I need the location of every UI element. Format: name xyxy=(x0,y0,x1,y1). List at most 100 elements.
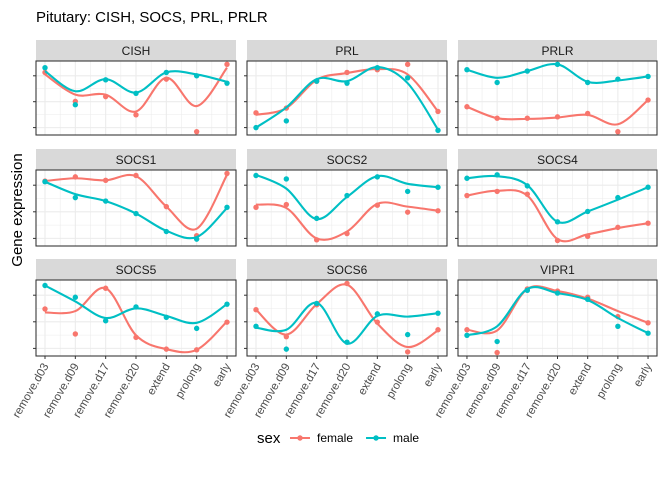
data-point-female xyxy=(524,191,531,197)
facet-strip-label: SOCS5 xyxy=(116,263,157,277)
data-point-male xyxy=(253,172,259,179)
data-point-female xyxy=(344,280,350,287)
data-point-male xyxy=(313,215,320,222)
data-point-female xyxy=(133,112,139,118)
data-point-male xyxy=(374,311,381,317)
data-point-female xyxy=(163,346,170,352)
data-point-female xyxy=(253,204,259,211)
data-point-female xyxy=(102,177,109,184)
data-point-male xyxy=(494,172,500,178)
facet-strip-label: SOCS2 xyxy=(327,153,368,167)
facet-strip xyxy=(36,259,236,280)
data-point-male xyxy=(224,301,230,307)
facet-strip xyxy=(458,259,657,280)
data-point-female xyxy=(102,285,109,291)
data-point-female xyxy=(313,237,320,243)
data-point-male xyxy=(224,80,230,86)
data-point-female xyxy=(645,220,651,226)
data-point-female xyxy=(404,209,411,215)
data-point-female xyxy=(344,69,350,76)
data-point-male xyxy=(283,346,290,352)
data-point-female xyxy=(224,319,230,325)
data-point-female xyxy=(72,174,79,180)
data-point-female xyxy=(283,333,290,340)
data-point-female xyxy=(494,188,500,195)
data-point-female xyxy=(283,201,290,208)
data-point-male xyxy=(554,290,561,296)
facet-strip-label: SOCS1 xyxy=(116,153,157,167)
data-point-male xyxy=(615,76,621,82)
data-point-male xyxy=(193,73,200,79)
data-point-female xyxy=(615,128,621,135)
data-point-female xyxy=(435,327,441,333)
data-point-female xyxy=(193,347,200,353)
data-point-male xyxy=(72,194,79,201)
x-tick-label: early xyxy=(632,361,655,389)
x-tick-label: extend xyxy=(356,362,384,398)
data-point-male xyxy=(404,331,411,338)
data-point-female xyxy=(524,115,531,121)
facet-strip xyxy=(36,149,236,170)
facet-strip xyxy=(36,40,236,61)
data-point-male xyxy=(404,75,411,81)
data-point-male xyxy=(283,118,290,124)
data-point-female xyxy=(435,108,441,115)
x-tick-label: early xyxy=(211,361,234,389)
data-point-male xyxy=(42,179,48,185)
data-point-female xyxy=(224,170,230,177)
data-point-male xyxy=(584,208,591,215)
data-point-female xyxy=(464,192,470,199)
x-tick-label: early xyxy=(422,361,445,389)
data-point-female xyxy=(163,203,170,210)
data-point-male xyxy=(344,339,350,345)
data-point-female xyxy=(464,327,470,333)
facet-socs4: SOCS4 xyxy=(455,149,658,247)
data-point-male xyxy=(524,68,531,74)
legend-label-female: female xyxy=(317,431,353,445)
x-tick-label: extend xyxy=(567,362,595,398)
facet-strip xyxy=(247,40,447,61)
data-point-male xyxy=(102,198,109,204)
facet-socs6: SOCS6remove.d03remove.d09remove.d17remov… xyxy=(222,259,448,420)
facet-socs5: SOCS5remove.d03remove.d09remove.d17remov… xyxy=(11,259,237,420)
x-tick-label: extend xyxy=(145,362,173,398)
facet-strip-label: PRL xyxy=(335,44,359,58)
data-point-female xyxy=(374,202,381,208)
data-point-male xyxy=(163,228,170,235)
data-point-male xyxy=(494,79,500,86)
x-tick-label: prolong xyxy=(595,362,625,401)
data-point-male xyxy=(615,323,621,329)
data-point-female xyxy=(404,61,411,68)
panel-border xyxy=(35,60,237,136)
data-point-male xyxy=(133,90,139,96)
panel-border xyxy=(246,169,448,247)
data-point-male xyxy=(524,287,531,294)
data-point-female xyxy=(494,115,500,121)
data-point-female xyxy=(584,110,591,117)
data-point-male xyxy=(645,73,651,80)
facet-strip xyxy=(458,149,657,170)
data-point-male xyxy=(163,69,170,76)
legend: sex female male xyxy=(257,430,419,447)
smooth-line-female xyxy=(44,67,228,113)
facet-strip xyxy=(458,40,657,61)
data-point-male xyxy=(494,338,500,345)
panel-border xyxy=(457,169,658,247)
data-point-male xyxy=(133,304,139,310)
data-point-male xyxy=(584,79,591,86)
data-point-male xyxy=(464,332,470,338)
data-point-male xyxy=(193,325,200,332)
data-point-male xyxy=(374,174,381,180)
data-point-female xyxy=(163,76,170,82)
data-point-male xyxy=(42,64,48,71)
data-point-female xyxy=(374,319,381,325)
data-point-male xyxy=(404,188,411,195)
data-point-female xyxy=(615,224,621,231)
x-tick-label: prolong xyxy=(174,362,204,401)
data-point-female xyxy=(193,128,200,135)
data-point-female xyxy=(554,237,561,244)
data-point-male xyxy=(584,296,591,303)
data-point-male xyxy=(42,282,48,289)
facet-strip xyxy=(247,259,447,280)
facet-strip-label: SOCS4 xyxy=(537,153,578,167)
